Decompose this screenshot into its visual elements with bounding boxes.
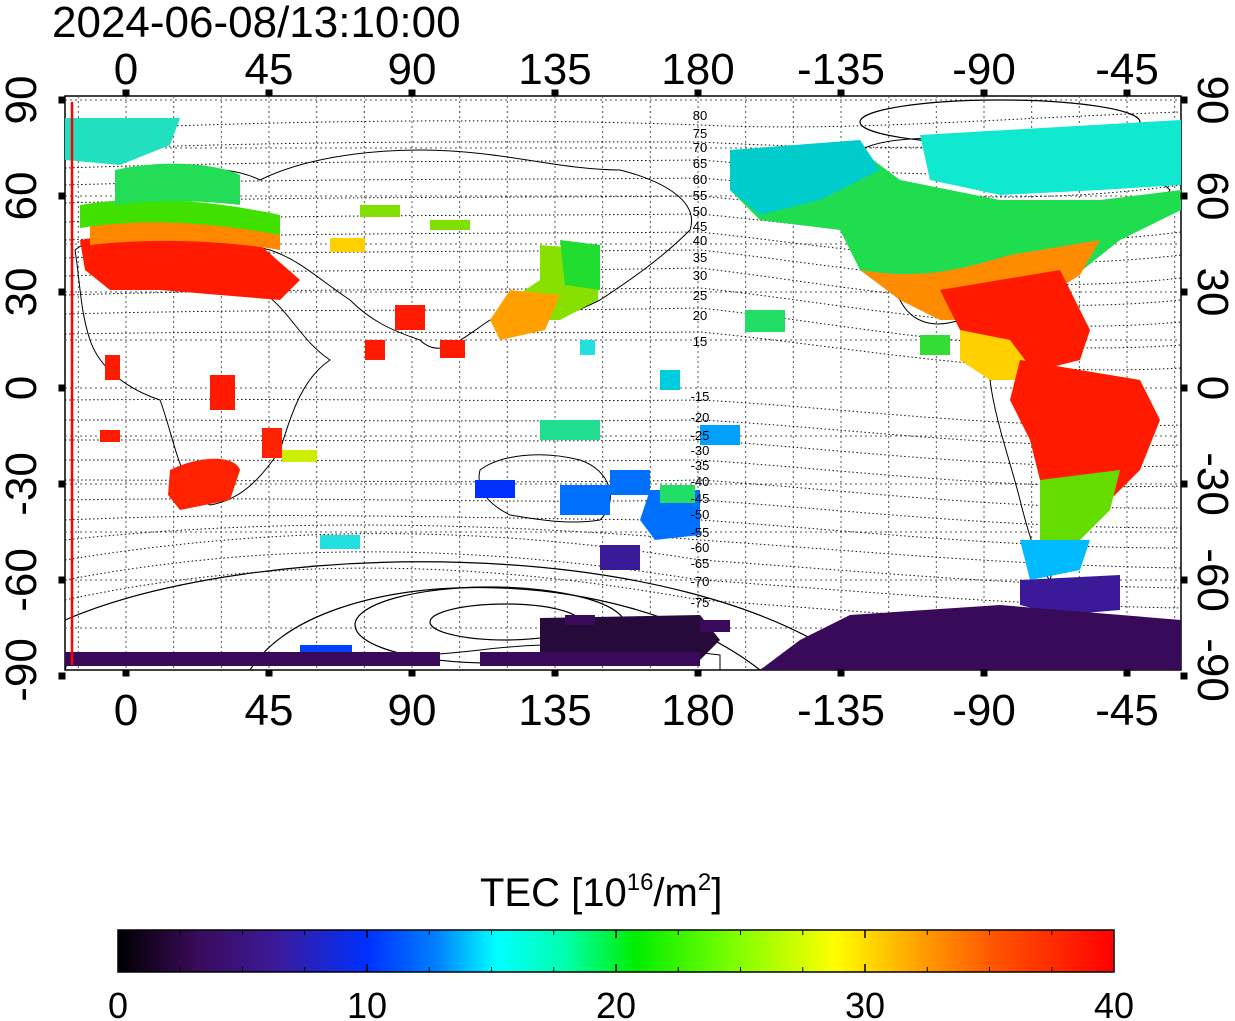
top-lon-label: -135 (797, 45, 885, 94)
contour-label: -55 (691, 525, 710, 540)
colorbar-tick-label: 30 (845, 985, 885, 1021)
contour-label: 45 (693, 219, 707, 234)
right-lat-label: 0 (1188, 376, 1235, 400)
contour-label: 20 (693, 308, 707, 323)
top-lon-label: 0 (114, 45, 138, 94)
contour-label: 70 (693, 140, 707, 155)
bottom-lon-label: 45 (245, 686, 294, 735)
left-lat-label: 30 (0, 268, 46, 317)
contour-label: -15 (691, 389, 710, 404)
bottom-lon-label: -90 (952, 686, 1016, 735)
right-lat-label: -90 (1188, 638, 1235, 702)
contour-label: 15 (693, 334, 707, 349)
top-longitude-labels: 0 45 90 135 180 -135 -90 -45 (114, 45, 1159, 94)
timestamp-title: 2024-06-08/13:10:00 (52, 0, 461, 47)
top-lon-label: 180 (661, 45, 734, 94)
bottom-lon-label: -45 (1095, 686, 1159, 735)
top-lon-label: 90 (388, 45, 437, 94)
contour-label: 55 (693, 188, 707, 203)
top-lon-label: -45 (1095, 45, 1159, 94)
top-lon-label: 135 (518, 45, 591, 94)
colorbar-tick-label: 10 (347, 985, 387, 1021)
contour-label: 60 (693, 172, 707, 187)
right-lat-label: 30 (1188, 268, 1235, 317)
axis-ticks (58, 89, 1188, 680)
left-lat-label: -30 (0, 452, 46, 516)
right-lat-label: 60 (1188, 172, 1235, 221)
right-latitude-labels: 90 60 30 0 -30 -60 -90 (1188, 76, 1235, 702)
contour-label: -50 (691, 507, 710, 522)
left-lat-label: 60 (0, 172, 46, 221)
right-lat-label: -30 (1188, 452, 1235, 516)
left-lat-label: 0 (0, 376, 46, 400)
contour-label: 75 (693, 126, 707, 141)
bottom-lon-label: -135 (797, 686, 885, 735)
left-lat-label: -90 (0, 638, 46, 702)
contour-label: -75 (691, 595, 710, 610)
bottom-lon-label: 135 (518, 686, 591, 735)
bottom-lon-label: 90 (388, 686, 437, 735)
top-lon-label: 45 (245, 45, 294, 94)
bottom-lon-label: 180 (661, 686, 734, 735)
contour-label: -30 (691, 443, 710, 458)
contour-label: -20 (691, 410, 710, 425)
contour-label: 30 (693, 268, 707, 283)
contour-label: 40 (693, 233, 707, 248)
contour-label: 35 (693, 250, 707, 265)
contour-label: 25 (693, 288, 707, 303)
contour-label: -60 (691, 540, 710, 555)
contour-label: -25 (691, 428, 710, 443)
colorbar-tick-label: 20 (596, 985, 636, 1021)
contour-label: 50 (693, 204, 707, 219)
colorbar-ticks: 0 10 20 30 40 (108, 930, 1134, 1021)
right-lat-label: 90 (1188, 76, 1235, 125)
top-lon-label: -90 (952, 45, 1016, 94)
contour-label: -35 (691, 458, 710, 473)
colorbar-tick-label: 0 (108, 985, 128, 1021)
left-lat-label: 90 (0, 76, 46, 125)
left-latitude-labels: 90 60 30 0 -30 -60 -90 (0, 76, 46, 702)
contour-label: 65 (693, 156, 707, 171)
bottom-longitude-labels: 0 45 90 135 180 -135 -90 -45 (114, 686, 1159, 735)
contour-label: 80 (693, 108, 707, 123)
contour-label: -40 (691, 474, 710, 489)
left-lat-label: -60 (0, 548, 46, 612)
bottom-lon-label: 0 (114, 686, 138, 735)
contour-label: -65 (691, 556, 710, 571)
contour-label: -70 (691, 574, 710, 589)
tec-data (65, 118, 1181, 670)
right-lat-label: -60 (1188, 548, 1235, 612)
colorbar-title: TEC [1016/m2] (480, 869, 722, 915)
colorbar-tick-label: 40 (1094, 985, 1134, 1021)
contour-label: -45 (691, 491, 710, 506)
